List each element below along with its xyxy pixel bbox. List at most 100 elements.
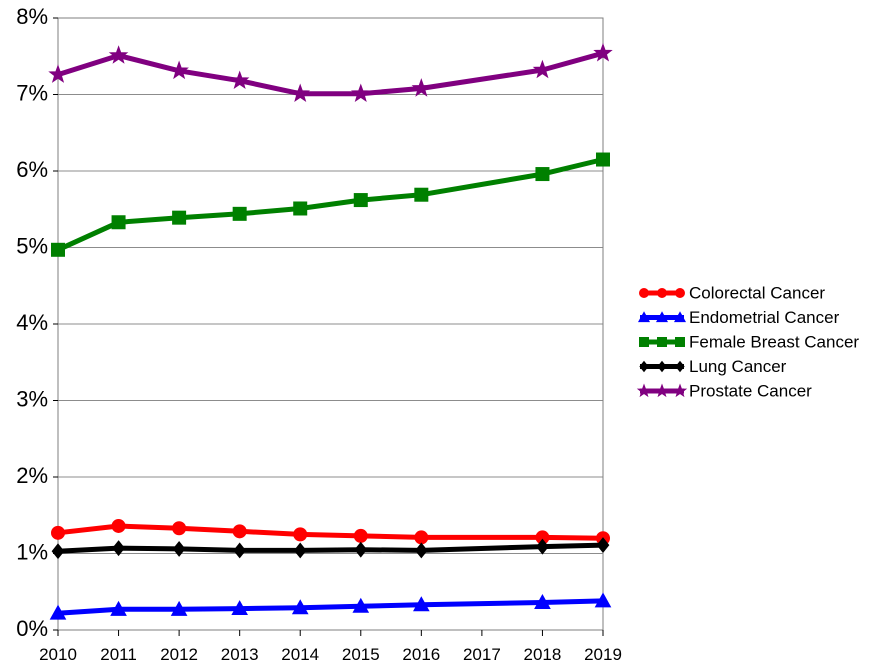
data-point [596, 152, 610, 167]
series-line [55, 598, 606, 616]
x-tick-label: 2010 [39, 645, 77, 664]
legend-marker [657, 360, 667, 373]
y-tick-label: 3% [16, 386, 48, 411]
x-tick-label: 2013 [221, 645, 259, 664]
data-point [596, 537, 610, 554]
data-point [535, 167, 550, 182]
x-axis-ticks: 2010 2011 2012 2013 2014 2015 2016 2017 2018 2019 [39, 630, 622, 664]
series-female-breast-cancer [51, 152, 610, 257]
y-tick-label: 1% [16, 539, 48, 564]
data-point [48, 64, 68, 83]
data-point [169, 60, 189, 80]
series-prostate-cancer [48, 42, 613, 102]
data-point [353, 193, 368, 208]
legend-label: Lung Cancer [689, 357, 787, 376]
data-point [51, 525, 65, 540]
data-point [354, 541, 368, 558]
data-point [411, 78, 432, 97]
series-lung-cancer [51, 537, 610, 560]
legend-label: Endometrial Cancer [689, 308, 840, 327]
data-point [170, 600, 188, 616]
legend-item: Female Breast Cancer [639, 332, 859, 351]
legend-marker [639, 337, 649, 347]
data-point [232, 206, 247, 221]
data-point [172, 521, 187, 536]
y-axis-ticks: 0% 1% 2% 3% 4% 5% 6% 7% 8% [16, 4, 58, 641]
x-tick-label: 2014 [281, 645, 319, 664]
data-point [413, 596, 430, 612]
legend-item: Prostate Cancer [636, 381, 812, 400]
data-point [108, 45, 129, 64]
data-point [290, 83, 311, 102]
legend-item: Endometrial Cancer [637, 308, 840, 327]
series-group [48, 42, 613, 620]
legend-item: Colorectal Cancer [639, 283, 825, 302]
legend-marker [675, 288, 685, 298]
x-tick-label: 2015 [342, 645, 380, 664]
y-tick-label: 6% [16, 157, 48, 182]
data-point [51, 543, 65, 560]
legend-marker [639, 360, 649, 373]
data-point [293, 527, 308, 542]
data-point [231, 600, 248, 616]
y-tick-label: 7% [16, 80, 48, 105]
legend: Colorectal Cancer Endometrial Cancer Femal… [636, 283, 859, 400]
legend-label: Female Breast Cancer [689, 332, 859, 351]
legend-item: Lung Cancer [639, 357, 787, 376]
data-point [594, 592, 612, 608]
data-point [350, 83, 371, 102]
series-line [55, 523, 606, 541]
legend-marker [654, 383, 670, 398]
x-tick-label: 2018 [524, 645, 562, 664]
data-point [232, 524, 247, 539]
series-endometrial-cancer [49, 592, 612, 620]
data-point [414, 187, 429, 202]
legend-marker [657, 288, 667, 298]
data-point [229, 70, 250, 89]
data-point [112, 540, 125, 557]
data-point [51, 242, 65, 257]
data-point [293, 542, 307, 559]
legend-marker [655, 311, 669, 323]
data-point [172, 210, 187, 225]
data-point [110, 600, 127, 616]
data-point [593, 42, 613, 62]
data-point [111, 215, 126, 230]
legend-marker [636, 383, 652, 398]
data-point [111, 518, 126, 533]
legend-label: Prostate Cancer [689, 381, 812, 400]
series-line [55, 50, 606, 97]
legend-marker [672, 383, 688, 398]
data-point [536, 538, 549, 555]
legend-marker [657, 337, 667, 347]
data-point [353, 528, 368, 543]
x-tick-label: 2019 [584, 645, 622, 664]
x-tick-label: 2016 [402, 645, 440, 664]
data-point [414, 542, 428, 559]
legend-marker [675, 360, 685, 373]
data-point [49, 604, 67, 620]
data-point [172, 540, 186, 557]
y-tick-label: 5% [16, 233, 48, 258]
data-point [291, 599, 309, 615]
legend-marker [673, 311, 687, 323]
legend-label: Colorectal Cancer [689, 283, 825, 302]
series-line [55, 542, 606, 554]
legend-marker [639, 288, 649, 298]
series-line [55, 157, 606, 253]
legend-marker [675, 337, 685, 347]
x-tick-label: 2017 [463, 645, 501, 664]
y-tick-label: 2% [16, 463, 48, 488]
x-tick-label: 2012 [160, 645, 198, 664]
data-point [414, 530, 429, 545]
y-tick-label: 0% [16, 616, 48, 641]
legend-marker [637, 311, 651, 323]
y-tick-label: 4% [16, 310, 48, 335]
data-point [233, 542, 247, 559]
data-point [532, 59, 553, 79]
data-point [352, 597, 370, 613]
series-colorectal-cancer [51, 518, 610, 546]
y-tick-label: 8% [16, 4, 48, 29]
x-tick-label: 2011 [100, 645, 137, 664]
